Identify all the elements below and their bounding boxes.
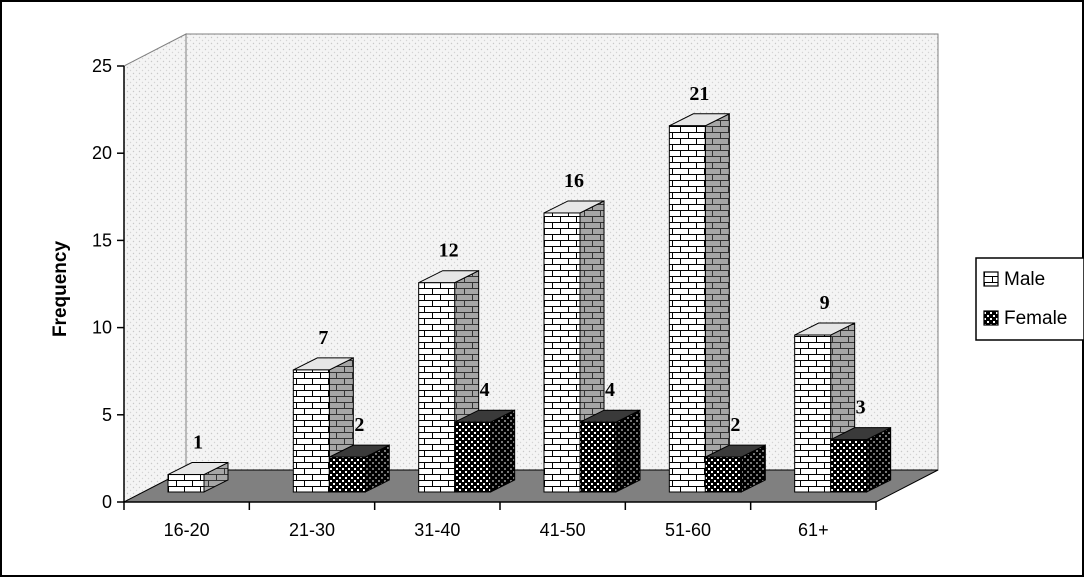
bar-front (794, 334, 832, 493)
side-wall (123, 33, 187, 503)
legend-swatch-female (983, 310, 999, 326)
bar-male-16-20 (167, 461, 229, 493)
y-tick-label: 15 (92, 230, 112, 250)
y-tick-label: 20 (92, 143, 112, 163)
bar-front (167, 474, 205, 493)
bar-side (704, 112, 730, 493)
data-label-female: 3 (856, 397, 866, 419)
bar-female-51-60 (704, 444, 766, 493)
x-tick-label: 61+ (798, 520, 829, 540)
bar-female-41-50 (579, 409, 641, 493)
legend-label-male: Male (1004, 269, 1045, 290)
bar-front (543, 212, 581, 493)
x-tick-label: 16-20 (164, 520, 210, 540)
x-tick-label: 41-50 (540, 520, 586, 540)
bar-front (579, 421, 617, 493)
bar-male-51-60 (668, 112, 730, 493)
bar-front (292, 369, 330, 493)
bar-front (454, 421, 492, 493)
legend: Male Female (975, 257, 1084, 341)
data-label-female: 4 (605, 379, 615, 401)
y-tick-label: 10 (92, 318, 112, 338)
data-label-male: 9 (820, 292, 830, 314)
bar-female-61+ (830, 426, 892, 493)
bar-front (668, 125, 706, 493)
y-axis-title: Frequency (50, 241, 71, 338)
data-label-male: 1 (193, 432, 203, 454)
data-label-female: 2 (354, 414, 364, 436)
data-label-male: 7 (318, 327, 328, 349)
bar-side (615, 409, 641, 493)
x-tick-label: 51-60 (665, 520, 711, 540)
data-label-female: 2 (730, 414, 740, 436)
x-tick-label: 31-40 (414, 520, 460, 540)
data-label-male: 12 (439, 240, 459, 262)
y-tick-label: 0 (102, 492, 112, 512)
data-label-male: 16 (564, 170, 584, 192)
bar-female-31-40 (454, 409, 516, 493)
x-tick-label: 21-30 (289, 520, 335, 540)
data-label-male: 21 (689, 83, 709, 105)
legend-swatch-male (983, 271, 999, 287)
bar-female-21-30 (328, 444, 390, 493)
bar-front (830, 439, 868, 493)
bar-front (328, 456, 366, 493)
bar-front (704, 456, 742, 493)
y-tick-label: 25 (92, 56, 112, 76)
bar-front (418, 282, 456, 493)
data-label-female: 4 (480, 379, 490, 401)
y-tick-label: 5 (102, 405, 112, 425)
legend-label-female: Female (1004, 308, 1067, 329)
bar-side (490, 409, 516, 493)
